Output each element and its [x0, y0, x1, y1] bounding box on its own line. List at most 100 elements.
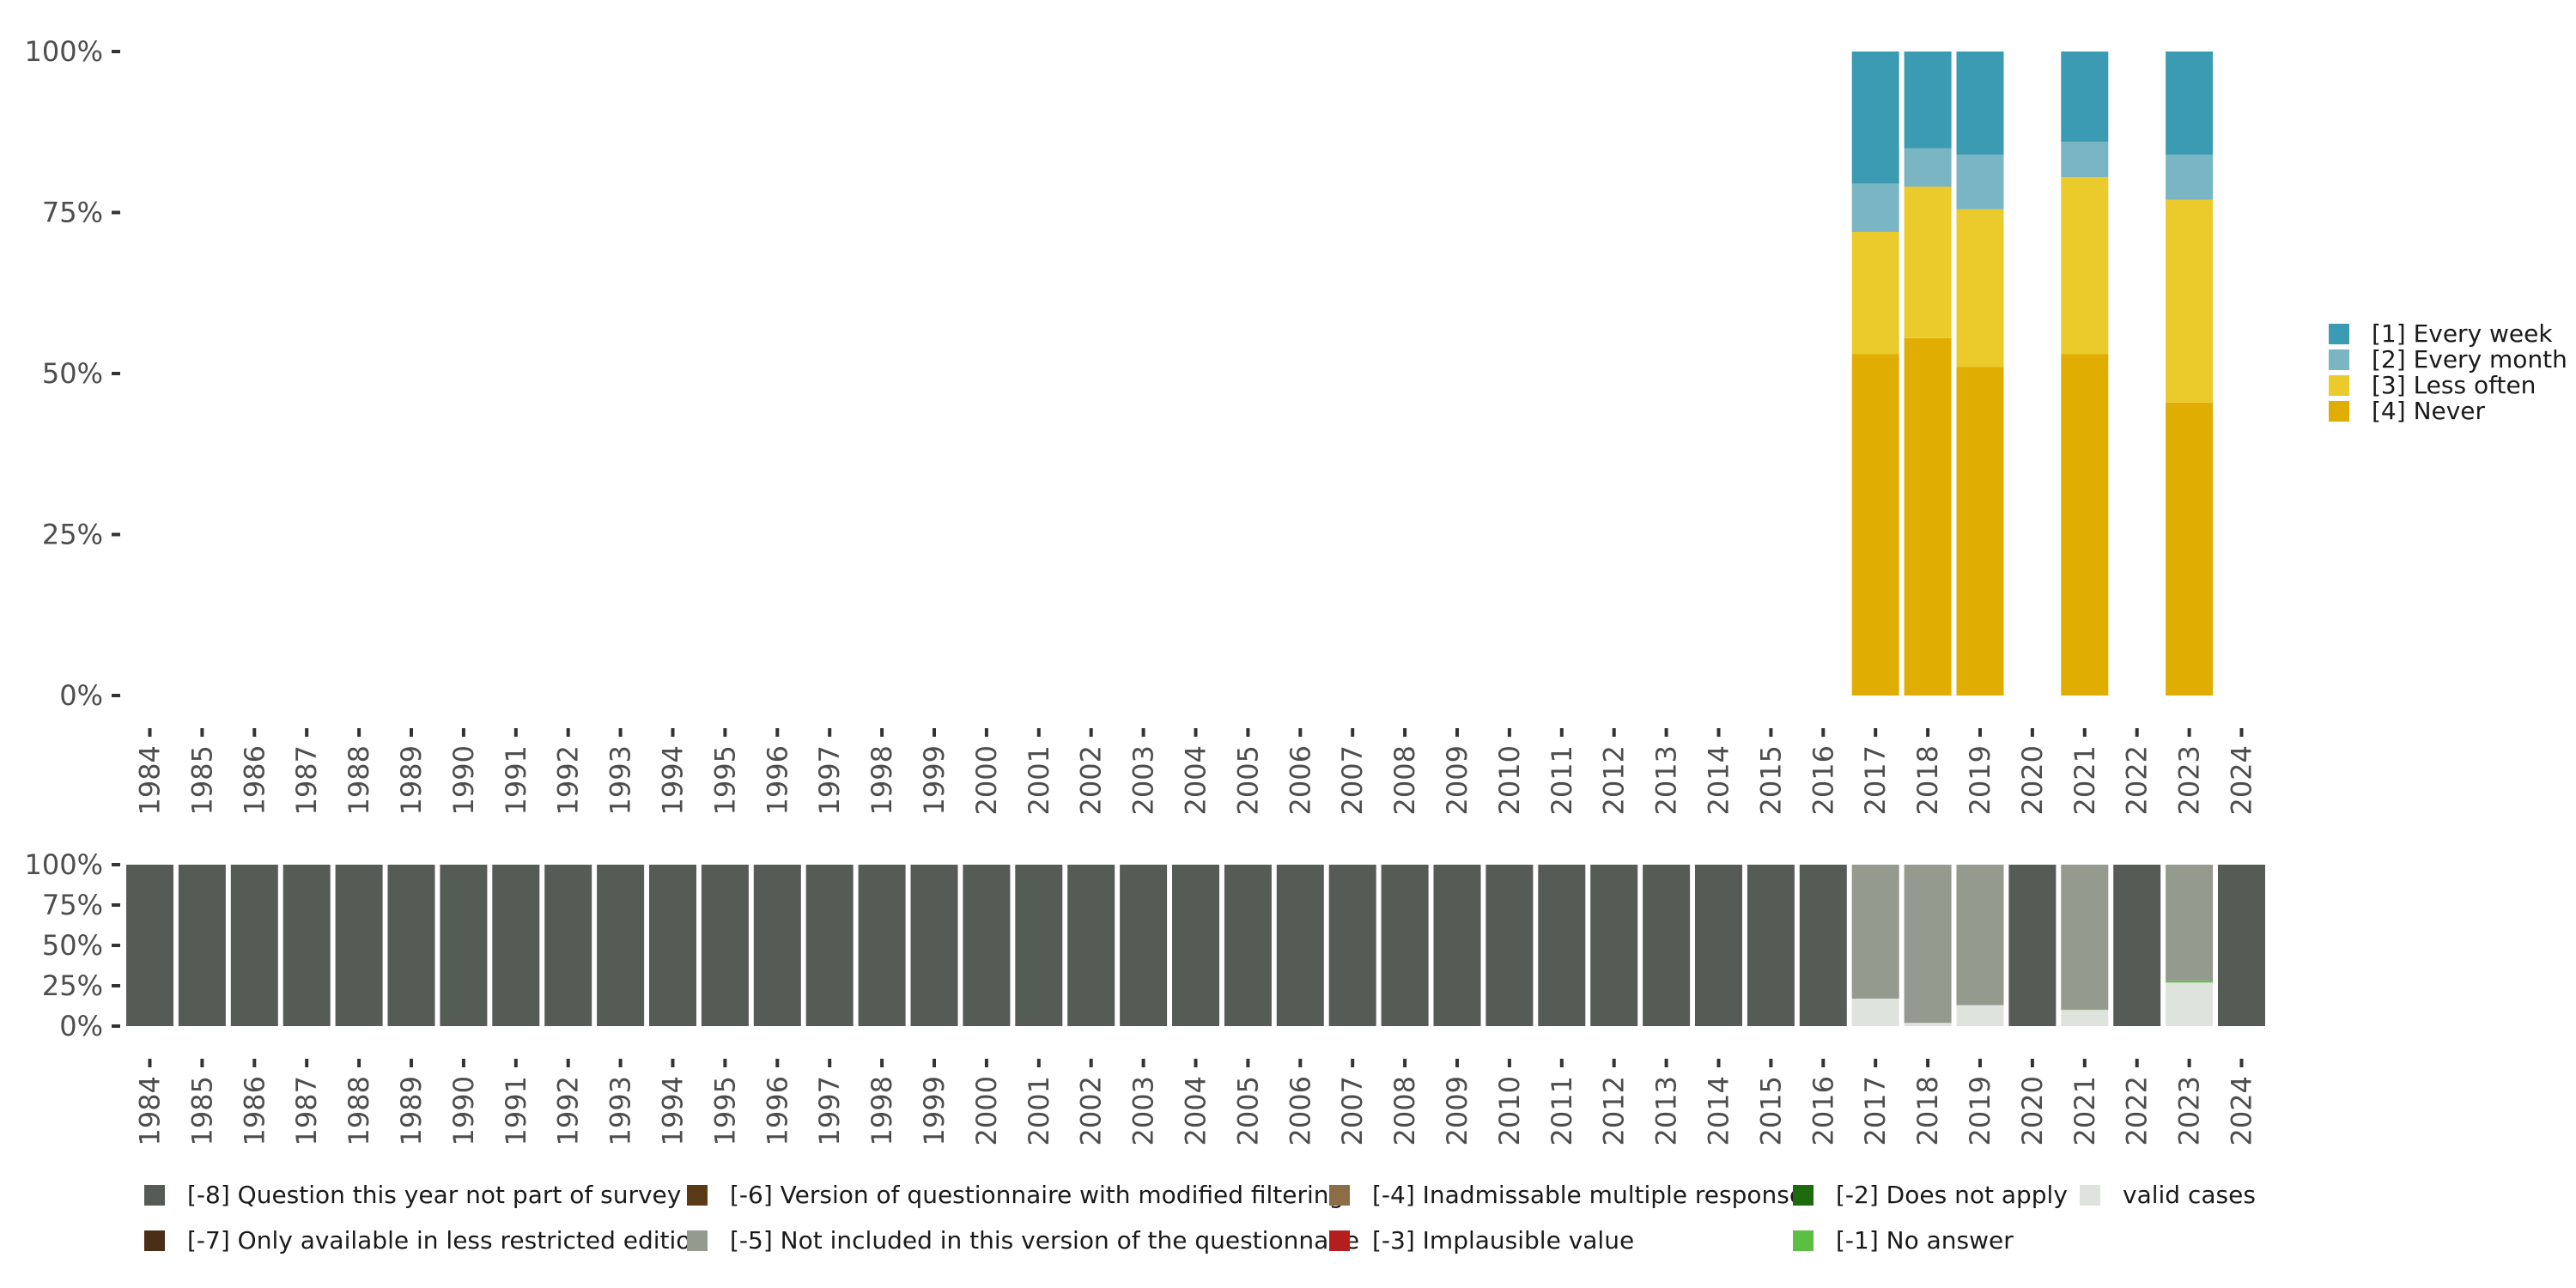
x-tick-label-2013: 2013 [1650, 1076, 1683, 1145]
x-tick-label-1995: 1995 [708, 745, 741, 815]
bar-segment-8-question-this-year-not-part-of-survey-2005 [1224, 865, 1272, 1026]
legend-label-4-never: [4] Never [2372, 397, 2486, 425]
bar-segment-3-less-often-2021 [2061, 177, 2109, 355]
legend-label-7-only-available-in-less-restricted-edition: [-7] Only available in less restricted e… [187, 1226, 706, 1255]
bar-segment-8-question-this-year-not-part-of-survey-1990 [440, 865, 488, 1026]
x-tick-label-2021: 2021 [2069, 745, 2101, 815]
x-tick-label-2006: 2006 [1284, 745, 1316, 815]
legend-swatch-1-every-week [2329, 324, 2349, 344]
bar-segment-3-less-often-2019 [1956, 209, 2004, 368]
x-tick-label-2017: 2017 [1859, 1076, 1892, 1145]
y-tick-label: 25% [42, 519, 103, 551]
x-tick-label-1996: 1996 [761, 1076, 793, 1145]
x-tick-label-1992: 1992 [552, 745, 585, 815]
legend-label-3-less-often: [3] Less often [2372, 371, 2536, 399]
bar-segment-8-question-this-year-not-part-of-survey-2010 [1485, 865, 1534, 1026]
x-tick-label-2010: 2010 [1493, 1076, 1526, 1145]
bar-segment-8-question-this-year-not-part-of-survey-2000 [963, 865, 1011, 1026]
bar-segment-3-less-often-2018 [1904, 186, 1952, 338]
x-tick-label-2017: 2017 [1859, 745, 1892, 815]
x-tick-label-1991: 1991 [500, 745, 532, 815]
bar-segment-valid-cases-2023 [2166, 982, 2214, 1026]
bar-segment-8-question-this-year-not-part-of-survey-1988 [335, 865, 383, 1026]
top-chart-legend: [1] Every week[2] Every month[3] Less of… [2329, 319, 2567, 425]
bar-segment-8-question-this-year-not-part-of-survey-1986 [230, 865, 278, 1026]
x-tick-label-2018: 2018 [1911, 1076, 1944, 1145]
x-tick-label-1990: 1990 [447, 745, 480, 815]
bar-segment-8-question-this-year-not-part-of-survey-2014 [1695, 865, 1742, 1026]
bar-segment-8-question-this-year-not-part-of-survey-1984 [126, 865, 173, 1026]
bar-segment-8-question-this-year-not-part-of-survey-1995 [701, 865, 749, 1026]
legend-label-1-every-week: [1] Every week [2372, 319, 2553, 348]
legend-swatch-5-not-included-in-this-version-of-the-questionnaire [687, 1230, 708, 1251]
x-tick-label-2001: 2001 [1023, 745, 1055, 815]
x-tick-label-1986: 1986 [238, 1076, 270, 1145]
bar-segment-5-not-included-in-this-version-of-the-questionnaire-2023 [2166, 865, 2214, 981]
x-tick-label-2005: 2005 [1231, 745, 1264, 815]
bar-segment-4-never-2019 [1956, 367, 2004, 696]
x-tick-label-2006: 2006 [1284, 1076, 1316, 1145]
bar-segment-valid-cases-2021 [2061, 1010, 2109, 1026]
bar-segment-8-question-this-year-not-part-of-survey-2022 [2113, 865, 2161, 1026]
y-tick-label: 50% [42, 929, 103, 962]
x-tick-label-1987: 1987 [290, 1076, 323, 1145]
x-tick-label-2005: 2005 [1231, 1076, 1264, 1145]
bar-segment-2-every-month-2018 [1904, 148, 1952, 187]
x-tick-label-2016: 2016 [1807, 745, 1839, 815]
x-tick-label-1998: 1998 [866, 1076, 898, 1145]
bottom-chart-panel: 0% 25% 50% 75% 100% 1984 1985 1986 1987 1988 1989 1… [25, 848, 2265, 1145]
x-tick-label-2021: 2021 [2069, 1076, 2101, 1145]
x-tick-label-1996: 1996 [761, 745, 793, 815]
bar-segment-1-every-week-2023 [2166, 52, 2214, 155]
bar-segment-8-question-this-year-not-part-of-survey-2006 [1276, 865, 1324, 1026]
legend-label-2-every-month: [2] Every month [2372, 345, 2567, 374]
x-tick-label-2022: 2022 [2121, 745, 2154, 815]
y-tick-label: 75% [42, 197, 103, 229]
legend-swatch-4-inadmissable-multiple-response [1329, 1185, 1350, 1206]
x-tick-label-2024: 2024 [2226, 1076, 2258, 1145]
x-tick-label-1989: 1989 [395, 745, 428, 815]
bar-segment-2-every-month-2019 [1956, 155, 2004, 210]
x-tick-label-1998: 1998 [866, 745, 898, 815]
legend-swatch-3-implausible-value [1329, 1230, 1350, 1251]
x-tick-label-1985: 1985 [185, 1076, 218, 1145]
x-tick-label-1989: 1989 [395, 1076, 428, 1145]
bar-segment-8-question-this-year-not-part-of-survey-2009 [1433, 865, 1481, 1026]
x-tick-label-2014: 2014 [1703, 745, 1735, 815]
bar-segment-8-question-this-year-not-part-of-survey-1996 [753, 865, 801, 1026]
legend-swatch-7-only-available-in-less-restricted-edition [144, 1230, 165, 1251]
y-tick-label: 75% [42, 889, 103, 921]
x-tick-label-2008: 2008 [1388, 1076, 1421, 1145]
bar-segment-3-less-often-2023 [2166, 199, 2214, 403]
x-tick-label-2000: 2000 [970, 1076, 1003, 1145]
bar-segment-4-never-2017 [1851, 354, 1899, 696]
x-tick-label-2015: 2015 [1754, 1076, 1787, 1145]
bar-segment-4-never-2018 [1904, 337, 1952, 696]
legend-label-4-inadmissable-multiple-response: [-4] Inadmissable multiple response [1372, 1181, 1804, 1209]
x-tick-label-1987: 1987 [290, 745, 323, 815]
bar-segment-2-every-month-2021 [2061, 142, 2109, 178]
legend-label-8-question-this-year-not-part-of-survey: [-8] Question this year not part of surv… [187, 1181, 681, 1209]
x-tick-label-1985: 1985 [185, 745, 218, 815]
x-tick-label-2012: 2012 [1598, 745, 1631, 815]
bar-segment-8-question-this-year-not-part-of-survey-1998 [858, 865, 906, 1026]
bar-segment-1-no-answer-2021 [2061, 1009, 2109, 1011]
bar-segment-3-less-often-2017 [1851, 232, 1899, 355]
x-tick-label-2019: 2019 [1964, 1076, 1996, 1145]
x-tick-label-1997: 1997 [813, 745, 846, 815]
bar-segment-8-question-this-year-not-part-of-survey-2015 [1747, 865, 1795, 1026]
x-tick-label-2001: 2001 [1023, 1076, 1055, 1145]
x-tick-label-2013: 2013 [1650, 745, 1683, 815]
x-tick-label-2022: 2022 [2121, 1076, 2154, 1145]
legend-swatch-1-no-answer [1793, 1230, 1814, 1251]
bar-segment-8-question-this-year-not-part-of-survey-1993 [597, 865, 645, 1026]
legend-label-valid-cases: valid cases [2123, 1181, 2256, 1209]
bar-segment-8-question-this-year-not-part-of-survey-1987 [283, 865, 331, 1026]
x-tick-label-1992: 1992 [552, 1076, 585, 1145]
x-tick-label-2000: 2000 [970, 745, 1003, 815]
x-tick-label-2014: 2014 [1703, 1076, 1735, 1145]
bar-segment-1-every-week-2021 [2061, 52, 2109, 142]
bar-segment-8-question-this-year-not-part-of-survey-1985 [178, 865, 226, 1026]
bar-segment-8-question-this-year-not-part-of-survey-2004 [1172, 865, 1219, 1026]
bar-segment-8-question-this-year-not-part-of-survey-2007 [1328, 865, 1376, 1026]
